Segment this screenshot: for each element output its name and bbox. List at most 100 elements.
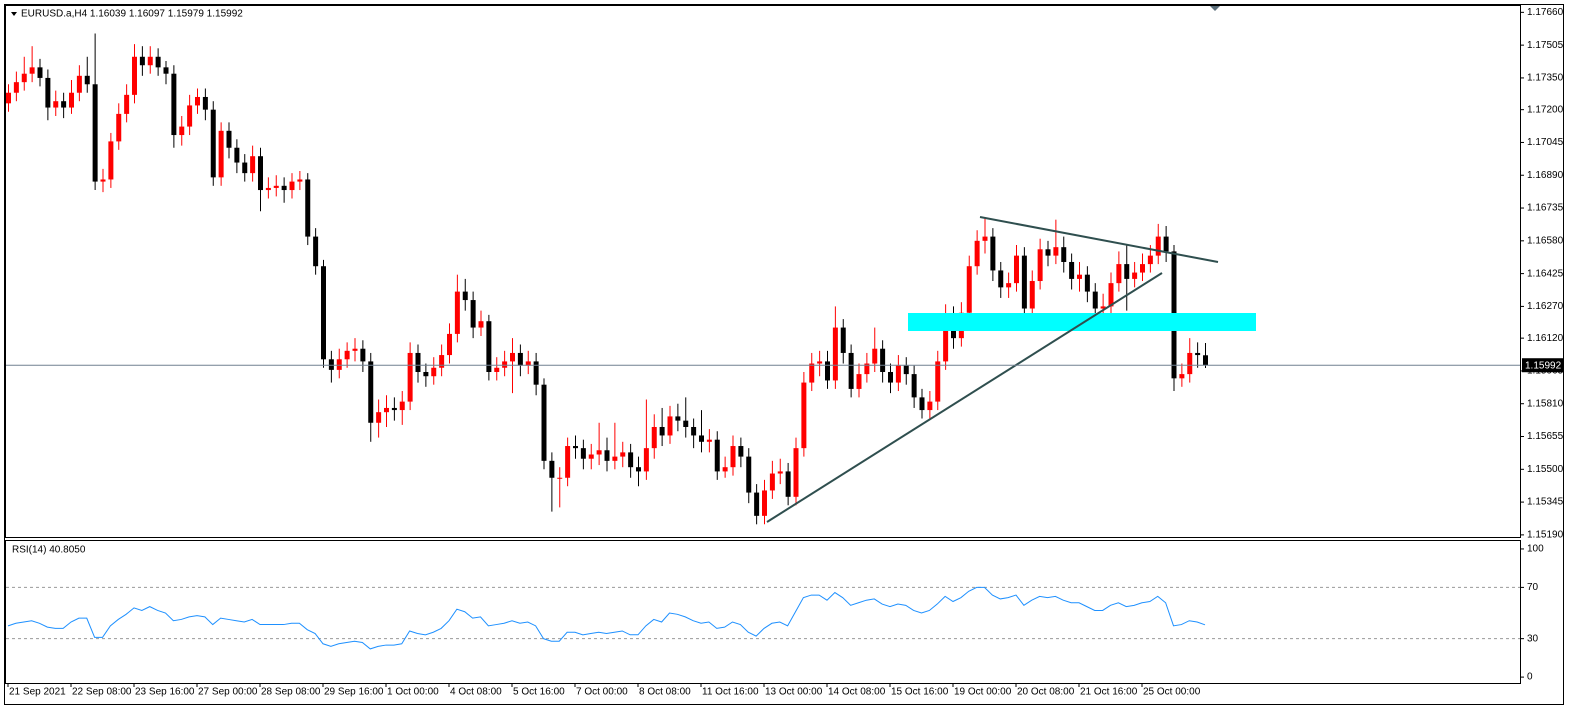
- candle-body: [344, 350, 350, 360]
- candle-body: [1155, 236, 1161, 256]
- candle-body: [250, 156, 256, 174]
- candle-body: [943, 314, 949, 362]
- candle-body: [273, 185, 279, 188]
- candle-body: [872, 348, 878, 364]
- candle-body: [1100, 306, 1106, 309]
- falling-trendline: [979, 216, 1219, 263]
- candle-body: [856, 374, 862, 389]
- candle-body: [612, 456, 618, 461]
- candle-body: [336, 359, 342, 370]
- overlay: 21 Sep 2021 22 Sep 08:00 23 Sep 16:00 27 Se…: [6, 358, 1563, 698]
- candle-body: [974, 240, 980, 267]
- candle-body: [297, 179, 303, 182]
- candle-body: [864, 363, 870, 375]
- candle-body: [210, 109, 216, 178]
- main-panel: [5, 5, 1521, 538]
- candle-body: [706, 439, 712, 442]
- candle-body: [1092, 291, 1098, 309]
- candle-body: [675, 416, 681, 421]
- candle-body: [1084, 274, 1090, 292]
- candle-body: [53, 101, 59, 108]
- y-tick-label: 1.17505: [1527, 40, 1564, 51]
- chart-title: EURUSD.a,H4 1.16039 1.16097 1.15979 1.15…: [21, 9, 243, 20]
- candle-body: [1116, 264, 1122, 284]
- candle-body: [313, 236, 319, 267]
- candle-body: [384, 407, 389, 413]
- y-tick-label: 1.17350: [1527, 73, 1564, 84]
- candle-body: [832, 327, 838, 381]
- candle-body: [801, 382, 807, 449]
- candle-body: [982, 236, 988, 241]
- x-tick-label: 11 Oct 16:00: [702, 687, 759, 698]
- rsi-panel: [5, 540, 1521, 684]
- current-price-label: 1.15992: [1525, 360, 1562, 371]
- candle-body: [604, 450, 610, 461]
- candle-body: [927, 401, 933, 411]
- candle-body: [919, 397, 925, 411]
- y-tick-label: 1.16270: [1527, 301, 1564, 312]
- candle-body: [1124, 264, 1130, 279]
- candle-body: [1045, 249, 1051, 256]
- candle-body: [1061, 247, 1067, 262]
- candle-body: [447, 333, 452, 356]
- candle-body: [352, 348, 358, 351]
- candle-body: [139, 56, 145, 66]
- window-frame: [4, 4, 1564, 705]
- candle-body: [462, 291, 468, 301]
- candle-body: [769, 473, 775, 491]
- x-tick-label: 13 Oct 00:00: [765, 687, 823, 698]
- candle-body: [328, 359, 334, 370]
- candle-body: [880, 348, 886, 372]
- candle-body: [762, 490, 767, 516]
- candle-body: [809, 363, 815, 383]
- x-tick-label: 15 Oct 16:00: [891, 687, 949, 698]
- candle-body: [423, 371, 429, 377]
- menu-arrow[interactable]: [11, 12, 17, 16]
- x-tick-label: 1 Oct 00:00: [387, 687, 439, 698]
- candle-body: [651, 426, 657, 449]
- candle-body: [258, 156, 263, 191]
- candle-body: [218, 130, 224, 178]
- candle-body: [525, 361, 531, 366]
- candle-body: [998, 270, 1004, 288]
- y-tick-label: 1.15500: [1527, 464, 1564, 475]
- candle-body: [321, 266, 326, 360]
- candle-body: [61, 101, 67, 108]
- y-tick-label: 1.16890: [1527, 170, 1564, 181]
- candle-body: [1203, 355, 1208, 366]
- candle-body: [179, 126, 185, 136]
- x-tick-label: 4 Oct 08:00: [450, 687, 502, 698]
- candle-body: [746, 456, 752, 493]
- candle-body: [100, 179, 106, 182]
- candle-body: [754, 492, 760, 516]
- candle-body: [1069, 261, 1075, 279]
- candle-body: [163, 67, 169, 74]
- candle-body: [840, 327, 846, 353]
- x-tick-label: 23 Sep 16:00: [135, 687, 195, 698]
- candle-body: [234, 147, 240, 163]
- candle-body: [76, 75, 82, 93]
- candle-body: [6, 92, 11, 104]
- candle-body: [399, 401, 405, 411]
- candle-body: [13, 82, 19, 93]
- candle-body: [1108, 283, 1114, 307]
- candle-body: [1163, 236, 1169, 252]
- candle-body: [510, 352, 515, 362]
- candle-body: [1132, 272, 1138, 279]
- x-tick-label: 7 Oct 00:00: [576, 687, 628, 698]
- candle-body: [415, 352, 421, 372]
- candle-body: [1006, 283, 1012, 288]
- candle-body: [596, 450, 602, 455]
- candle-body: [699, 435, 704, 442]
- candle-body: [1077, 274, 1082, 279]
- y-tick-label: 70: [1527, 582, 1539, 593]
- candle-body: [565, 446, 571, 478]
- candle-body: [691, 426, 697, 436]
- candle-body: [903, 365, 909, 375]
- candle-body: [1147, 255, 1153, 265]
- y-tick-label: 1.15810: [1527, 398, 1564, 409]
- support-zone: [908, 313, 1256, 331]
- candle-body: [187, 105, 193, 127]
- x-tick-label: 28 Sep 08:00: [261, 687, 321, 698]
